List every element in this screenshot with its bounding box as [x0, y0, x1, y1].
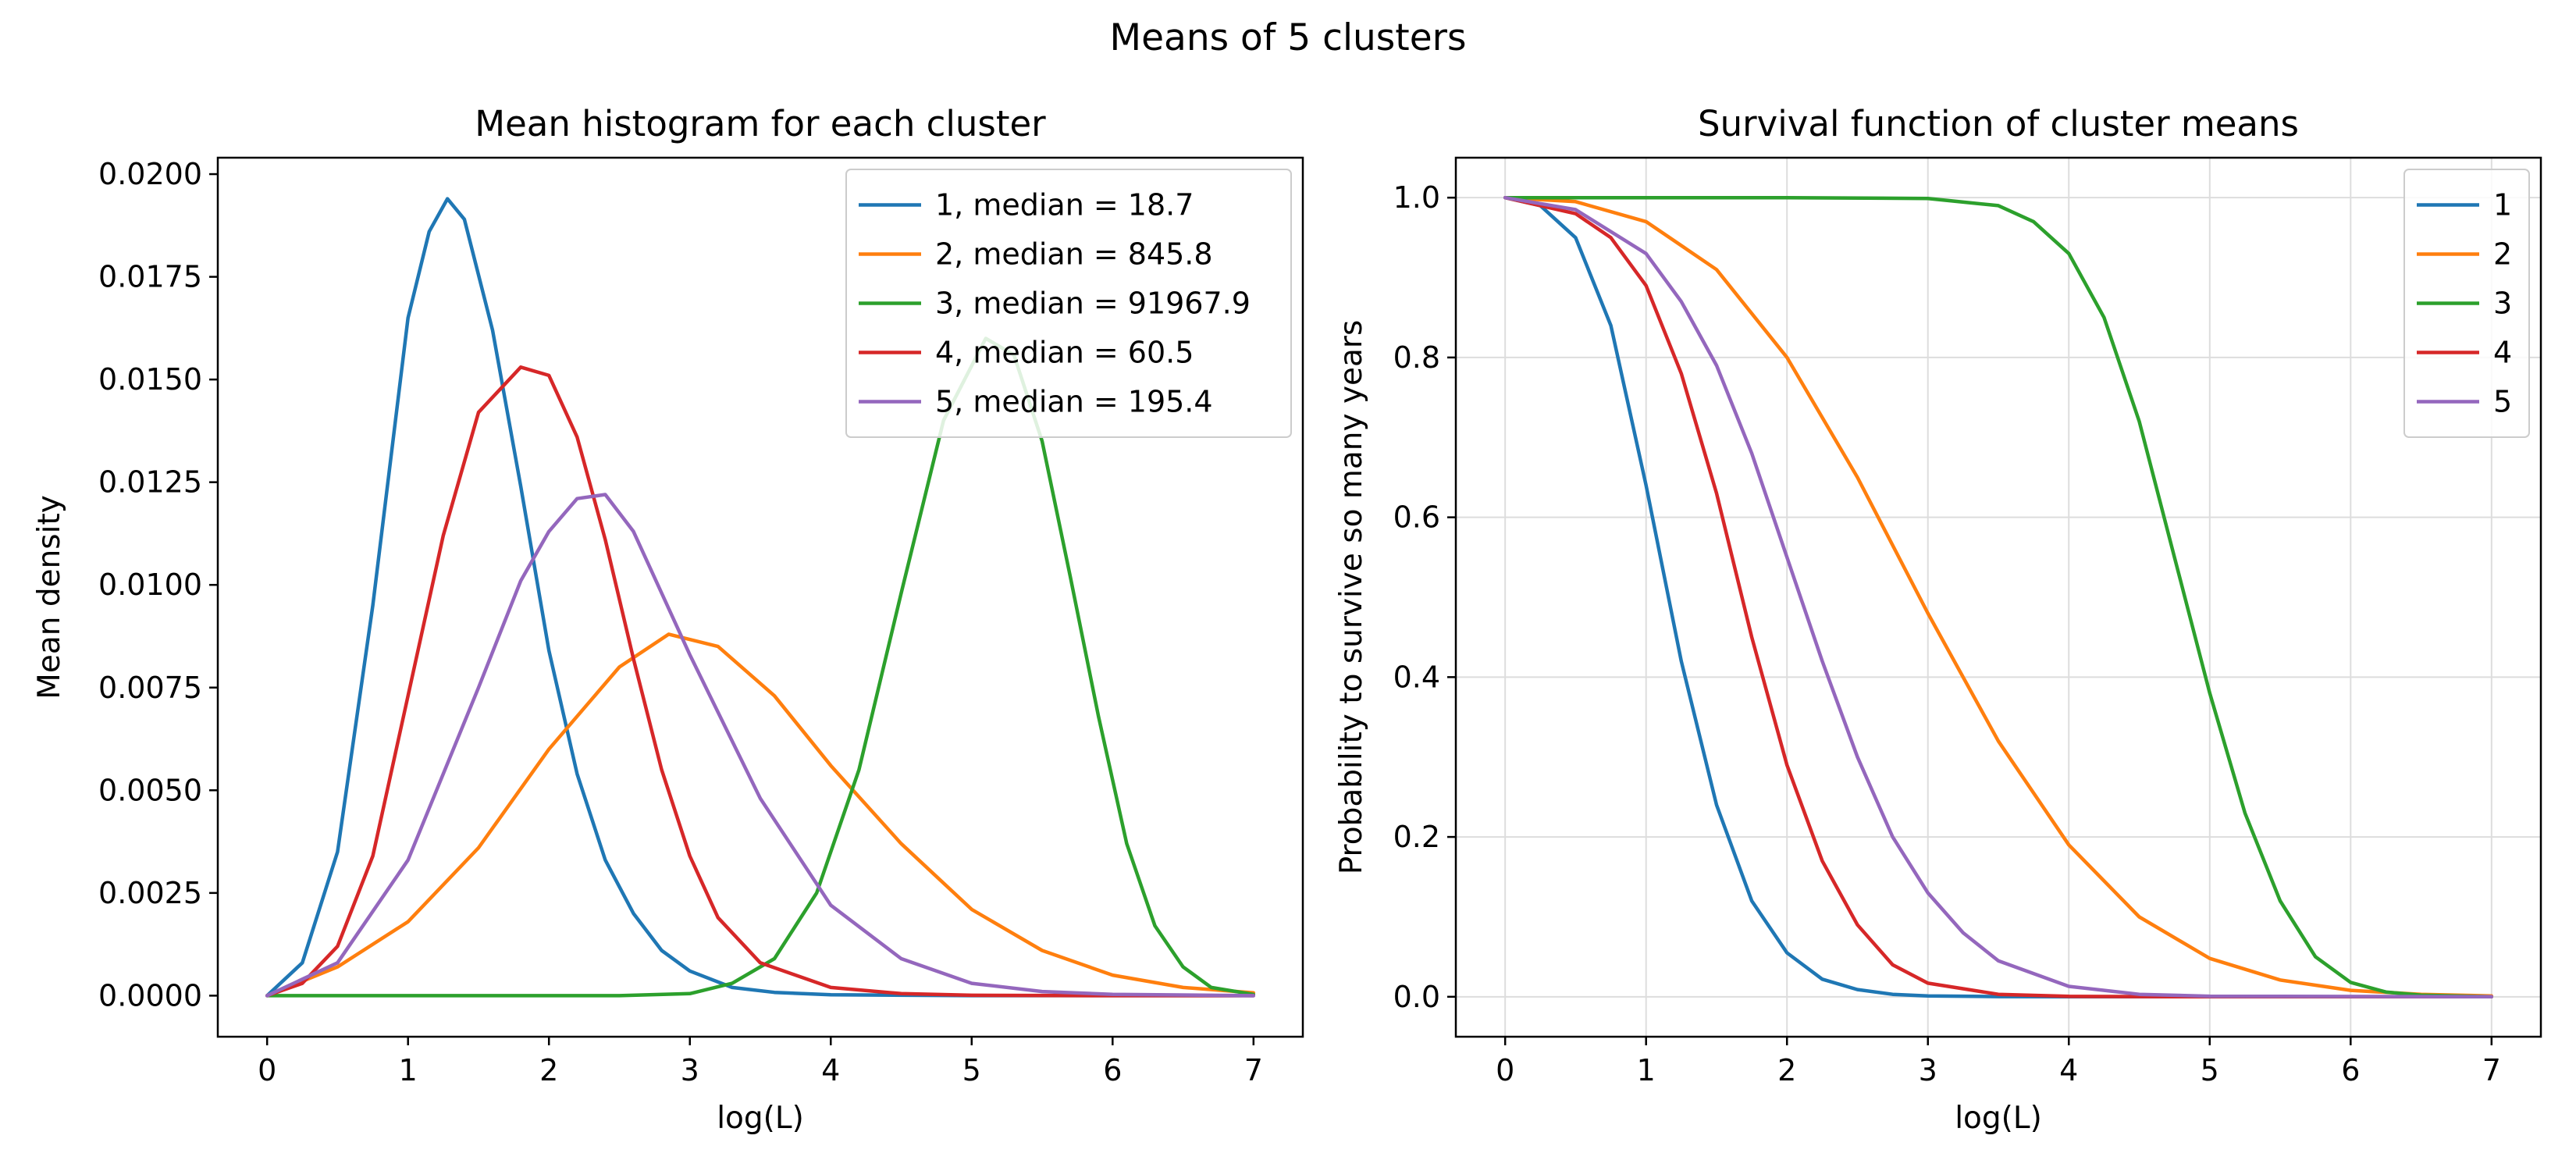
survival-ytick-label-2: 0.4 — [1393, 660, 1440, 694]
histogram-series-line-5 — [265, 493, 1256, 998]
histogram-xtick-label-7: 7 — [1244, 1053, 1263, 1087]
panel-histogram-legend: 1, median = 18.7 2, median = 845.8 3, medi… — [845, 169, 1292, 438]
histogram-ytick-label-3: 0.0075 — [98, 671, 202, 705]
survival-ytick-label-0: 0.0 — [1393, 980, 1440, 1014]
histogram-xtick-label-0: 0 — [258, 1053, 276, 1087]
histogram-legend-label-2: 2, median = 845.8 — [935, 237, 1213, 272]
survival-ytick-label-5: 1.0 — [1393, 180, 1440, 215]
panel-survival-ticks: 0 1 2 3 4 5 6 7 0.0 0.2 0.4 0.6 0.8 1.0 — [1393, 180, 2501, 1087]
survival-xtick-label-2: 2 — [1777, 1053, 1796, 1087]
histogram-legend-box — [845, 169, 1292, 438]
panel-survival-series — [1503, 195, 2494, 999]
survival-series-line-2 — [1503, 195, 2494, 998]
survival-xtick-label-0: 0 — [1496, 1053, 1514, 1087]
survival-series-line-3 — [1503, 195, 2494, 999]
survival-ytick-label-3: 0.6 — [1393, 500, 1440, 535]
panel-histogram-axes-frame — [216, 156, 1304, 1038]
histogram-ytick-label-0: 0.0000 — [98, 978, 202, 1013]
histogram-xtick-label-3: 3 — [681, 1053, 699, 1087]
histogram-ytick-label-6: 0.0150 — [98, 362, 202, 397]
panel-survival-ylabel: Probability to survive so many years — [1334, 320, 1369, 875]
histogram-ytick-label-2: 0.0050 — [98, 773, 202, 807]
histogram-series-line-4 — [265, 365, 1256, 998]
panel-histogram-xlabel: log(L) — [717, 1101, 804, 1136]
histogram-xtick-label-4: 4 — [821, 1053, 840, 1087]
survival-xtick-label-3: 3 — [1919, 1053, 1937, 1087]
panel-histogram-ticks: 0 1 2 3 4 5 6 7 0.0000 0.0025 0.0050 0.0075 0.0100 0.… — [98, 157, 1263, 1087]
panel-survival-title: Survival function of cluster means — [1698, 103, 2299, 144]
survival-xtick-label-5: 5 — [2201, 1053, 2219, 1087]
histogram-ytick-label-7: 0.0175 — [98, 260, 202, 294]
survival-xtick-label-6: 6 — [2341, 1053, 2360, 1087]
survival-legend-label-3: 3 — [2493, 287, 2512, 321]
histogram-ytick-label-4: 0.0100 — [98, 568, 202, 602]
survival-series-line-5 — [1503, 195, 2494, 999]
histogram-series-line-1 — [265, 197, 1256, 998]
panel-histogram-series — [265, 197, 1256, 998]
histogram-xtick-label-2: 2 — [539, 1053, 558, 1087]
panel-survival-xlabel: log(L) — [1955, 1101, 2042, 1136]
histogram-ytick-label-8: 0.0200 — [98, 157, 202, 191]
histogram-ytick-label-5: 0.0125 — [98, 465, 202, 500]
panel-histogram-title: Mean histogram for each cluster — [475, 103, 1046, 144]
histogram-legend-label-1: 1, median = 18.7 — [935, 188, 1194, 222]
survival-ytick-label-1: 0.2 — [1393, 820, 1440, 854]
histogram-xtick-label-1: 1 — [399, 1053, 418, 1087]
histogram-legend-label-5: 5, median = 195.4 — [935, 385, 1213, 419]
panel-histogram-ylabel: Mean density — [32, 495, 67, 699]
histogram-xtick-label-5: 5 — [962, 1053, 981, 1087]
panel-survival-legend: 1 2 3 4 5 — [2403, 169, 2530, 438]
histogram-legend-label-3: 3, median = 91967.9 — [935, 287, 1251, 321]
panel-survival: Survival function of cluster means log(L… — [1334, 103, 2542, 1136]
survival-legend-label-4: 4 — [2493, 336, 2512, 370]
survival-series-line-4 — [1503, 195, 2494, 999]
histogram-series-line-2 — [265, 632, 1256, 998]
survival-xtick-label-1: 1 — [1637, 1053, 1656, 1087]
survival-ytick-label-4: 0.8 — [1393, 340, 1440, 375]
survival-xtick-label-4: 4 — [2059, 1053, 2078, 1087]
survival-legend-label-2: 2 — [2493, 237, 2512, 272]
histogram-xtick-label-6: 6 — [1103, 1053, 1122, 1087]
panel-histogram: Mean histogram for each cluster log(L) M… — [32, 103, 1304, 1136]
panel-survival-axes-frame — [1454, 156, 2542, 1038]
figure-title: Means of 5 clusters — [1110, 16, 1467, 59]
survival-xtick-label-7: 7 — [2482, 1053, 2501, 1087]
histogram-legend-label-4: 4, median = 60.5 — [935, 336, 1194, 370]
survival-legend-label-1: 1 — [2493, 188, 2512, 222]
histogram-ytick-label-1: 0.0025 — [98, 876, 202, 910]
survival-legend-label-5: 5 — [2493, 385, 2512, 419]
